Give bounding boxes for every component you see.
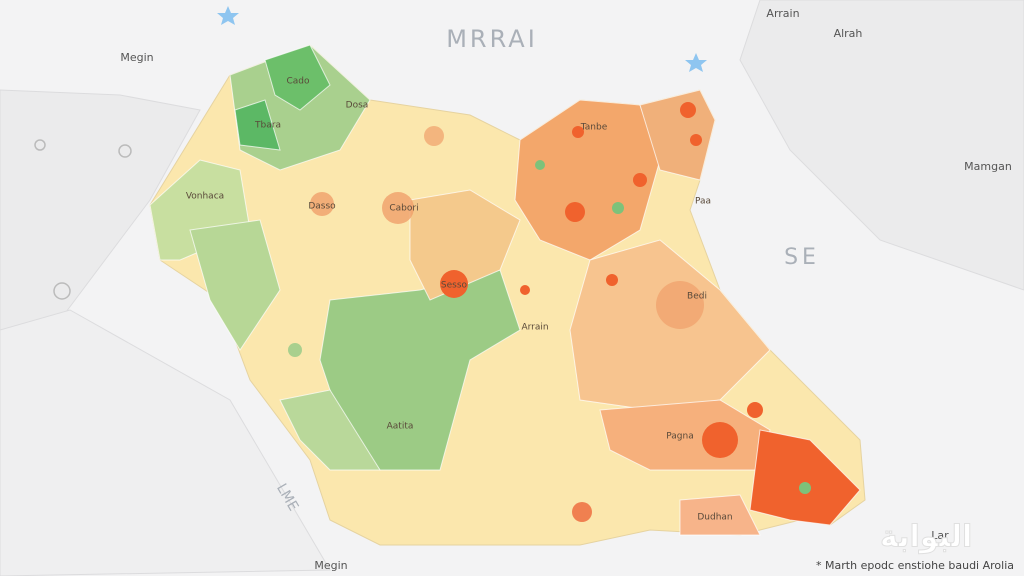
region (749, 429, 861, 526)
marker (424, 126, 444, 146)
ring (118, 144, 132, 158)
map-label: Vonhaca (186, 192, 224, 202)
region (409, 189, 521, 301)
marker (572, 126, 584, 138)
marker (310, 192, 334, 216)
map-label: Tbara (254, 121, 281, 131)
place-label: Arrain (766, 7, 799, 20)
region (639, 89, 716, 181)
marker (440, 270, 468, 298)
place-label: Megin (314, 559, 347, 572)
map-label: Paa (695, 197, 711, 207)
place-label: Lar (931, 529, 949, 542)
map-label: Sesso (441, 281, 468, 291)
ring (34, 139, 46, 151)
marker (382, 192, 414, 224)
region (189, 219, 281, 351)
marker (702, 422, 738, 458)
map-label: Dudhan (697, 513, 732, 523)
map-title: MRRAI (446, 25, 538, 53)
region-label: SE (784, 245, 820, 270)
marker (535, 160, 545, 170)
footnote: * Marth epodc enstiohe baudi Arolia (816, 559, 1014, 572)
place-label: Mamgan (964, 160, 1012, 173)
marker (572, 502, 592, 522)
map-label: Arrain (521, 323, 548, 333)
map-label: Dasso (308, 202, 336, 212)
rings (34, 139, 132, 300)
marker (747, 402, 763, 418)
ring (53, 282, 71, 300)
region (264, 44, 331, 111)
region (679, 494, 761, 536)
map-label: Cabori (389, 204, 418, 214)
stars (217, 6, 707, 72)
map-label: Dosa (346, 101, 369, 111)
star (217, 6, 239, 25)
watermark: البوابة (880, 520, 972, 555)
marker (288, 343, 302, 357)
place-label: Megin (120, 51, 153, 64)
region (234, 99, 281, 151)
marker (612, 202, 624, 214)
region (514, 99, 661, 261)
marker (565, 202, 585, 222)
place-label: Alrah (834, 27, 863, 40)
markers (288, 102, 811, 522)
map-label: Cado (286, 77, 310, 87)
marker (606, 274, 618, 286)
map-label: Bedi (687, 292, 707, 302)
map-label: Pagna (666, 432, 693, 442)
region (279, 389, 381, 471)
marker (799, 482, 811, 494)
marker (680, 102, 696, 118)
marker (520, 285, 530, 295)
marker (656, 281, 704, 329)
star (685, 53, 707, 72)
map-label: Tanbe (580, 123, 608, 133)
map-label: Aatita (387, 422, 414, 432)
marker (633, 173, 647, 187)
marker (690, 134, 702, 146)
